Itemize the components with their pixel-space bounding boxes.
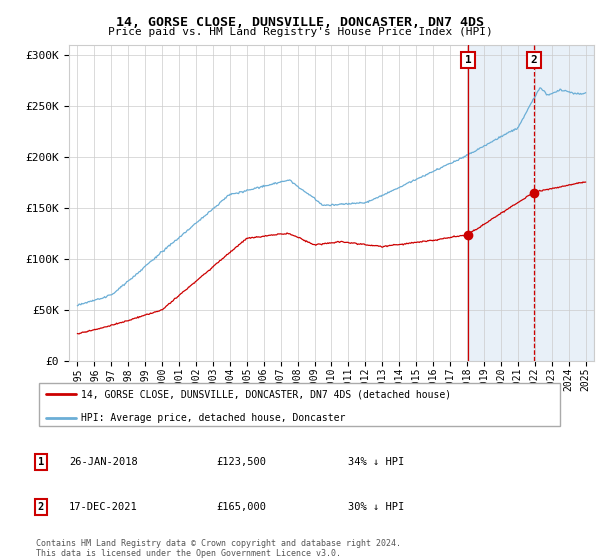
Text: 14, GORSE CLOSE, DUNSVILLE, DONCASTER, DN7 4DS: 14, GORSE CLOSE, DUNSVILLE, DONCASTER, D… <box>116 16 484 29</box>
FancyBboxPatch shape <box>38 383 560 426</box>
Text: 34% ↓ HPI: 34% ↓ HPI <box>348 457 404 467</box>
Text: 14, GORSE CLOSE, DUNSVILLE, DONCASTER, DN7 4DS (detached house): 14, GORSE CLOSE, DUNSVILLE, DONCASTER, D… <box>81 389 451 399</box>
Text: 30% ↓ HPI: 30% ↓ HPI <box>348 502 404 512</box>
Text: 26-JAN-2018: 26-JAN-2018 <box>69 457 138 467</box>
Text: 17-DEC-2021: 17-DEC-2021 <box>69 502 138 512</box>
Text: 1: 1 <box>465 55 472 65</box>
Text: HPI: Average price, detached house, Doncaster: HPI: Average price, detached house, Donc… <box>81 413 345 423</box>
Text: £165,000: £165,000 <box>216 502 266 512</box>
Text: £123,500: £123,500 <box>216 457 266 467</box>
Text: Price paid vs. HM Land Registry's House Price Index (HPI): Price paid vs. HM Land Registry's House … <box>107 27 493 37</box>
Text: Contains HM Land Registry data © Crown copyright and database right 2024.
This d: Contains HM Land Registry data © Crown c… <box>36 539 401 558</box>
Text: 2: 2 <box>530 55 538 65</box>
Text: 1: 1 <box>38 457 44 467</box>
Bar <box>468 45 594 361</box>
Text: 2: 2 <box>38 502 44 512</box>
